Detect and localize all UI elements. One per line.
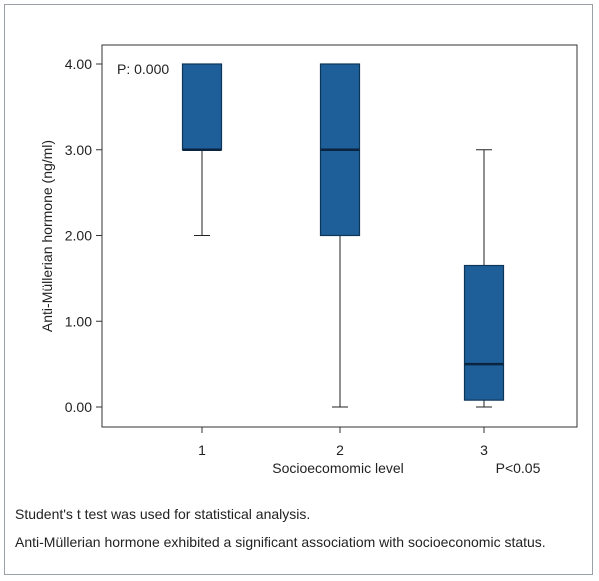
p-value-bottom-annotation: P<0.05	[496, 460, 541, 476]
boxes	[181, 63, 505, 408]
y-axis: 0.00 1.00 2.00 3.00 4.00	[65, 56, 102, 415]
y-tick-label: 0.00	[65, 399, 92, 415]
box-group-2	[319, 63, 361, 408]
y-tick-label: 3.00	[65, 142, 92, 158]
x-tick-label: 3	[480, 442, 488, 458]
box-plot-chart: 0.00 1.00 2.00 3.00 4.00 1 2 3 Anti-Müllerian …	[39, 44, 578, 476]
footnote-finding: Anti-Müllerian hormone exhibited a signi…	[15, 534, 546, 550]
box-iqr	[181, 63, 223, 151]
box-group-3	[463, 149, 505, 408]
box-group-1	[181, 63, 223, 236]
y-axis-label: Anti-Müllerian hormone (ng/ml)	[39, 140, 55, 332]
box-iqr	[463, 264, 505, 401]
p-value-top-annotation: P: 0.000	[117, 61, 169, 77]
x-axis: 1 2 3	[198, 427, 488, 458]
y-tick-label: 4.00	[65, 56, 92, 72]
x-axis-label: Socioecomomic level	[272, 460, 404, 476]
x-tick-label: 2	[336, 442, 344, 458]
x-tick-label: 1	[198, 442, 206, 458]
y-tick-label: 1.00	[65, 313, 92, 329]
footnote-method: Student's t test was used for statistica…	[15, 506, 311, 522]
y-tick-label: 2.00	[65, 228, 92, 244]
